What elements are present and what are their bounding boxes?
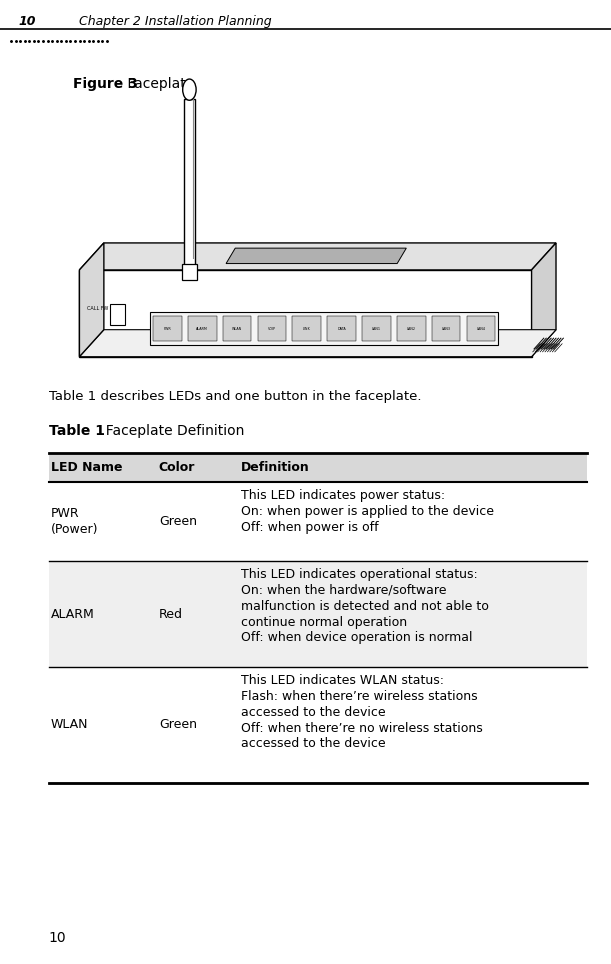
Text: WLAN: WLAN <box>232 327 242 331</box>
Text: VOIP: VOIP <box>268 327 276 331</box>
Text: LED Name: LED Name <box>51 461 122 474</box>
Text: This LED indicates power status:: This LED indicates power status: <box>241 489 445 501</box>
Text: 10: 10 <box>49 930 67 945</box>
Bar <box>293 316 321 341</box>
Bar <box>150 312 498 345</box>
Bar <box>49 453 587 482</box>
Circle shape <box>183 79 196 100</box>
Text: On: when the hardware/software: On: when the hardware/software <box>241 584 447 597</box>
Text: malfunction is detected and not able to: malfunction is detected and not able to <box>241 600 489 612</box>
Text: PWR: PWR <box>164 327 171 331</box>
Text: LAN3: LAN3 <box>442 327 450 331</box>
Text: Flash: when there’re wireless stations: Flash: when there’re wireless stations <box>241 690 478 703</box>
Text: LAN4: LAN4 <box>477 327 485 331</box>
Text: Faceplate: Faceplate <box>123 77 195 92</box>
Text: Color: Color <box>159 461 196 474</box>
Bar <box>153 316 181 341</box>
Text: Off: when device operation is normal: Off: when device operation is normal <box>241 631 473 644</box>
Text: Green: Green <box>159 718 197 732</box>
Text: Table 1 describes LEDs and one button in the faceplate.: Table 1 describes LEDs and one button in… <box>49 390 422 403</box>
Polygon shape <box>79 243 556 270</box>
Polygon shape <box>532 243 556 357</box>
Text: Table 1: Table 1 <box>49 424 105 439</box>
Bar <box>184 99 195 268</box>
Bar <box>397 316 425 341</box>
Polygon shape <box>226 248 406 263</box>
Text: CALL FW: CALL FW <box>87 306 108 311</box>
Bar <box>110 304 125 325</box>
Text: Green: Green <box>159 515 197 528</box>
Text: On: when power is applied to the device: On: when power is applied to the device <box>241 505 494 518</box>
Bar <box>467 316 495 341</box>
Text: Off: when there’re no wireless stations: Off: when there’re no wireless stations <box>241 721 483 735</box>
Text: ALARM: ALARM <box>51 607 95 621</box>
Text: Chapter 2 Installation Planning: Chapter 2 Installation Planning <box>79 14 272 28</box>
Polygon shape <box>79 243 104 357</box>
Bar <box>327 316 356 341</box>
Text: LAN1: LAN1 <box>372 327 381 331</box>
Text: Definition: Definition <box>241 461 310 474</box>
Text: This LED indicates operational status:: This LED indicates operational status: <box>241 568 478 580</box>
Bar <box>258 316 286 341</box>
Bar <box>432 316 460 341</box>
Text: 10: 10 <box>18 14 36 28</box>
Text: Off: when power is off: Off: when power is off <box>241 521 379 533</box>
Text: LINK: LINK <box>303 327 310 331</box>
Text: accessed to the device: accessed to the device <box>241 706 386 718</box>
Polygon shape <box>79 270 532 357</box>
Text: This LED indicates WLAN status:: This LED indicates WLAN status: <box>241 674 444 686</box>
Bar <box>49 561 587 667</box>
Text: continue normal operation: continue normal operation <box>241 616 408 629</box>
Text: Figure 3: Figure 3 <box>73 77 138 92</box>
Text: ALARM: ALARM <box>196 327 208 331</box>
Bar <box>182 264 197 280</box>
Bar <box>223 316 251 341</box>
Text: LAN2: LAN2 <box>407 327 415 331</box>
Bar <box>188 316 216 341</box>
Polygon shape <box>79 330 556 357</box>
Text: WLAN: WLAN <box>51 718 88 732</box>
Text: DATA: DATA <box>337 327 346 331</box>
Text: Faceplate Definition: Faceplate Definition <box>97 424 244 439</box>
Text: PWR
(Power): PWR (Power) <box>51 507 98 536</box>
Bar <box>362 316 390 341</box>
Text: accessed to the device: accessed to the device <box>241 737 386 750</box>
Text: Red: Red <box>159 607 183 621</box>
